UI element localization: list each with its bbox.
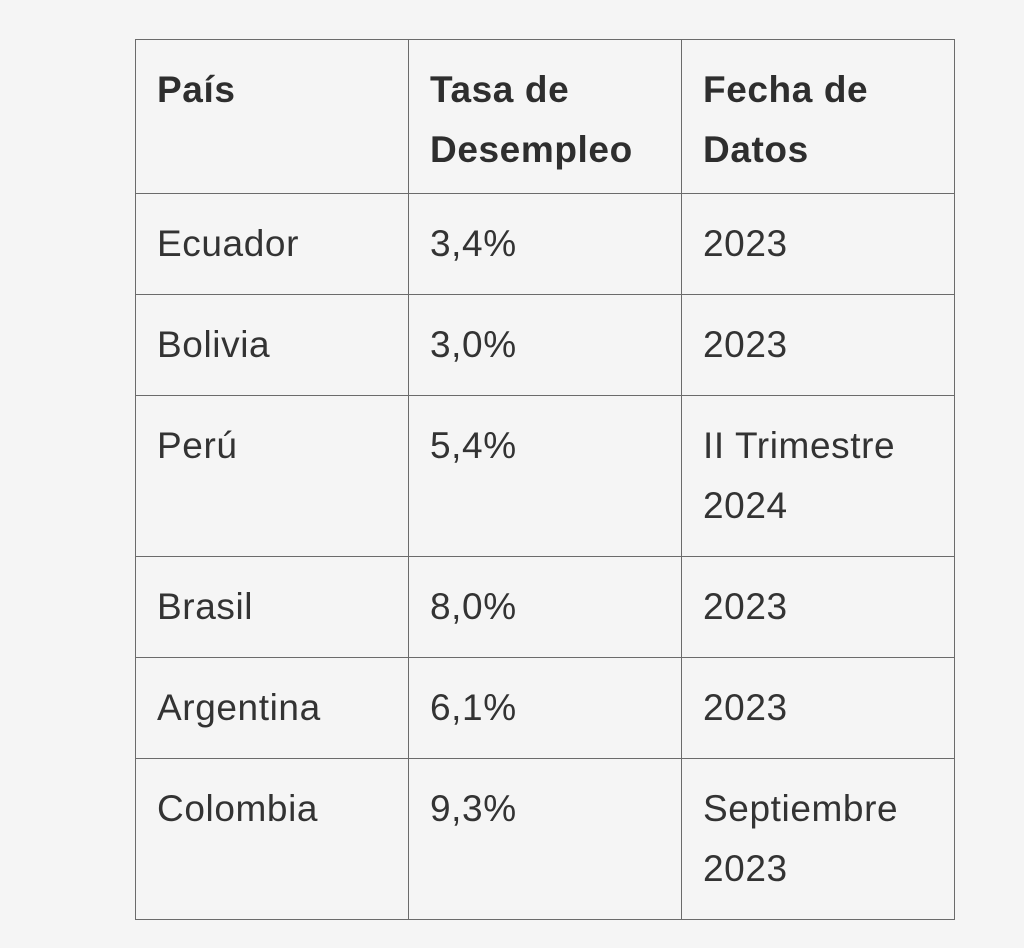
date-line: 2024	[703, 485, 788, 526]
date-cell: II Trimestre 2024	[681, 395, 955, 557]
header-unemployment-rate: Tasa de Desempleo	[408, 39, 682, 194]
header-country: País	[135, 39, 409, 194]
rate-cell: 8,0%	[408, 556, 682, 658]
date-line: II Trimestre	[703, 425, 896, 466]
table-row: Colombia 9,3% Septiembre 2023	[135, 758, 955, 920]
rate-cell: 5,4%	[408, 395, 682, 557]
date-cell: 2023	[681, 556, 955, 658]
table-row: Bolivia 3,0% 2023	[135, 294, 955, 396]
date-line: Septiembre	[703, 788, 899, 829]
table-row: Argentina 6,1% 2023	[135, 657, 955, 759]
header-country-label: País	[157, 69, 236, 110]
header-date-label-line-2: Datos	[703, 129, 809, 170]
date-cell: 2023	[681, 193, 955, 295]
date-cell: 2023	[681, 294, 955, 396]
country-cell: Bolivia	[135, 294, 409, 396]
date-line: 2023	[703, 687, 788, 728]
rate-cell: 9,3%	[408, 758, 682, 920]
header-data-date: Fecha de Datos	[681, 39, 955, 194]
rate-cell: 6,1%	[408, 657, 682, 759]
header-date-label-line-1: Fecha de	[703, 69, 869, 110]
country-cell: Perú	[135, 395, 409, 557]
date-line: 2023	[703, 324, 788, 365]
date-line: 2023	[703, 586, 788, 627]
rate-cell: 3,0%	[408, 294, 682, 396]
date-line: 2023	[703, 223, 788, 264]
date-cell: 2023	[681, 657, 955, 759]
header-rate-label-line-2: Desempleo	[430, 129, 633, 170]
country-cell: Colombia	[135, 758, 409, 920]
country-cell: Brasil	[135, 556, 409, 658]
country-cell: Argentina	[135, 657, 409, 759]
country-cell: Ecuador	[135, 193, 409, 295]
date-line: 2023	[703, 848, 788, 889]
date-cell: Septiembre 2023	[681, 758, 955, 920]
unemployment-table: País Tasa de Desempleo Fecha de Datos Ec…	[135, 39, 955, 920]
table-row: Ecuador 3,4% 2023	[135, 193, 955, 295]
table-header-row: País Tasa de Desempleo Fecha de Datos	[135, 39, 955, 194]
header-rate-label-line-1: Tasa de	[430, 69, 570, 110]
table-row: Perú 5,4% II Trimestre 2024	[135, 395, 955, 557]
rate-cell: 3,4%	[408, 193, 682, 295]
table-row: Brasil 8,0% 2023	[135, 556, 955, 658]
